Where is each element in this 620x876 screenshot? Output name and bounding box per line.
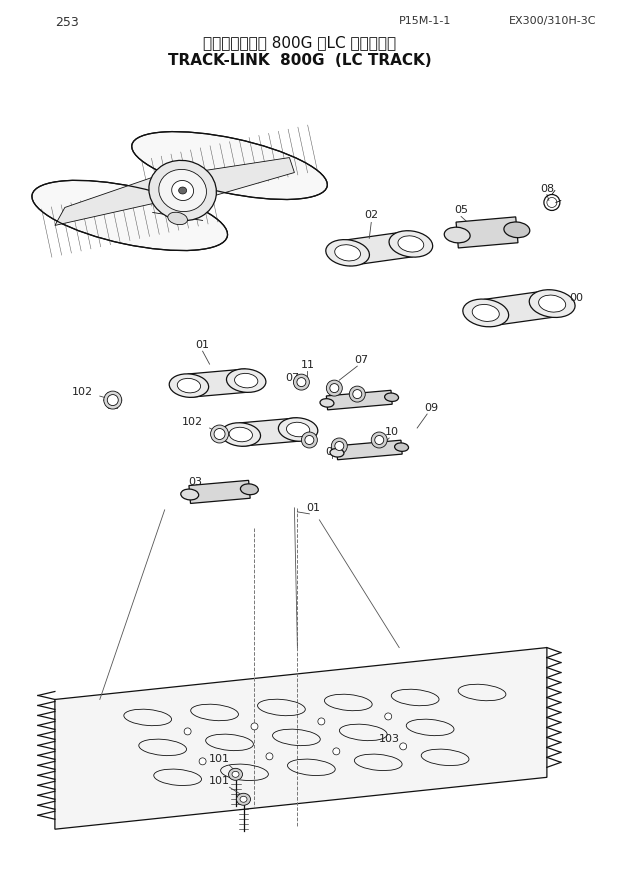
Text: 09: 09 bbox=[424, 403, 438, 413]
Ellipse shape bbox=[168, 212, 187, 224]
Ellipse shape bbox=[463, 299, 508, 327]
Ellipse shape bbox=[226, 369, 266, 392]
Ellipse shape bbox=[184, 728, 191, 735]
Polygon shape bbox=[189, 480, 250, 504]
Text: 05: 05 bbox=[454, 206, 468, 215]
Text: 01: 01 bbox=[195, 340, 210, 350]
Polygon shape bbox=[484, 290, 554, 327]
Ellipse shape bbox=[333, 748, 340, 755]
Ellipse shape bbox=[330, 449, 344, 457]
Ellipse shape bbox=[221, 423, 260, 446]
Ellipse shape bbox=[353, 390, 361, 399]
Ellipse shape bbox=[234, 373, 258, 388]
Ellipse shape bbox=[385, 713, 392, 720]
Ellipse shape bbox=[236, 794, 250, 805]
Ellipse shape bbox=[159, 169, 206, 212]
Ellipse shape bbox=[371, 432, 388, 448]
Text: 253: 253 bbox=[55, 17, 79, 29]
Ellipse shape bbox=[472, 305, 499, 321]
Ellipse shape bbox=[104, 391, 122, 409]
Ellipse shape bbox=[240, 796, 247, 802]
Ellipse shape bbox=[232, 772, 239, 777]
Ellipse shape bbox=[149, 160, 216, 221]
Ellipse shape bbox=[504, 222, 529, 237]
Ellipse shape bbox=[400, 743, 407, 750]
Ellipse shape bbox=[320, 399, 334, 407]
Ellipse shape bbox=[169, 374, 209, 398]
Ellipse shape bbox=[326, 380, 342, 396]
Polygon shape bbox=[55, 647, 547, 830]
Ellipse shape bbox=[394, 443, 409, 451]
Ellipse shape bbox=[229, 427, 252, 442]
Ellipse shape bbox=[177, 378, 201, 392]
Ellipse shape bbox=[251, 723, 258, 730]
Polygon shape bbox=[456, 217, 518, 248]
Text: 08: 08 bbox=[540, 183, 554, 194]
Ellipse shape bbox=[305, 435, 314, 444]
Text: 101: 101 bbox=[209, 754, 230, 765]
Ellipse shape bbox=[445, 227, 470, 243]
Ellipse shape bbox=[318, 718, 325, 725]
Ellipse shape bbox=[335, 244, 360, 261]
Text: 103: 103 bbox=[379, 734, 400, 745]
Text: 102: 102 bbox=[72, 387, 93, 397]
Polygon shape bbox=[55, 175, 157, 225]
Ellipse shape bbox=[326, 240, 370, 266]
Polygon shape bbox=[188, 369, 247, 397]
Text: 02: 02 bbox=[364, 210, 378, 221]
Text: 11: 11 bbox=[300, 360, 314, 371]
Polygon shape bbox=[336, 440, 402, 460]
Ellipse shape bbox=[389, 230, 433, 258]
Ellipse shape bbox=[214, 428, 225, 440]
Polygon shape bbox=[346, 231, 413, 265]
Ellipse shape bbox=[331, 438, 347, 454]
Ellipse shape bbox=[179, 187, 187, 194]
Text: TRACK-LINK  800G  (LC TRACK): TRACK-LINK 800G (LC TRACK) bbox=[167, 53, 431, 68]
Text: EX300/310H-3C: EX300/310H-3C bbox=[509, 16, 596, 26]
Text: 07: 07 bbox=[354, 355, 368, 365]
Ellipse shape bbox=[229, 768, 242, 781]
Text: 03: 03 bbox=[188, 477, 203, 487]
Polygon shape bbox=[205, 158, 294, 199]
Ellipse shape bbox=[529, 290, 575, 317]
Ellipse shape bbox=[107, 394, 118, 406]
Ellipse shape bbox=[211, 425, 229, 443]
Ellipse shape bbox=[278, 418, 318, 442]
Ellipse shape bbox=[266, 752, 273, 759]
Ellipse shape bbox=[374, 435, 384, 444]
Polygon shape bbox=[326, 391, 392, 410]
Text: 10: 10 bbox=[385, 427, 399, 437]
Ellipse shape bbox=[286, 422, 310, 437]
Ellipse shape bbox=[32, 180, 228, 251]
Text: 102: 102 bbox=[182, 417, 203, 427]
Ellipse shape bbox=[297, 378, 306, 386]
Ellipse shape bbox=[349, 386, 365, 402]
Polygon shape bbox=[240, 418, 299, 446]
Ellipse shape bbox=[301, 432, 317, 448]
Ellipse shape bbox=[330, 384, 339, 392]
Text: 01: 01 bbox=[306, 503, 321, 512]
Ellipse shape bbox=[293, 374, 309, 390]
Text: トラックリンク 800G （LC トラック）: トラックリンク 800G （LC トラック） bbox=[203, 35, 396, 50]
Ellipse shape bbox=[199, 758, 206, 765]
Ellipse shape bbox=[132, 131, 327, 200]
Text: 07: 07 bbox=[285, 373, 299, 383]
Ellipse shape bbox=[384, 393, 399, 401]
Text: 101: 101 bbox=[209, 776, 230, 787]
Text: P15M-1-1: P15M-1-1 bbox=[399, 16, 451, 26]
Ellipse shape bbox=[398, 236, 423, 252]
Text: 09: 09 bbox=[326, 447, 339, 457]
Ellipse shape bbox=[241, 484, 259, 495]
Ellipse shape bbox=[335, 442, 344, 450]
Ellipse shape bbox=[181, 489, 198, 500]
Ellipse shape bbox=[539, 295, 565, 312]
Ellipse shape bbox=[172, 180, 193, 201]
Text: 00: 00 bbox=[569, 293, 583, 303]
